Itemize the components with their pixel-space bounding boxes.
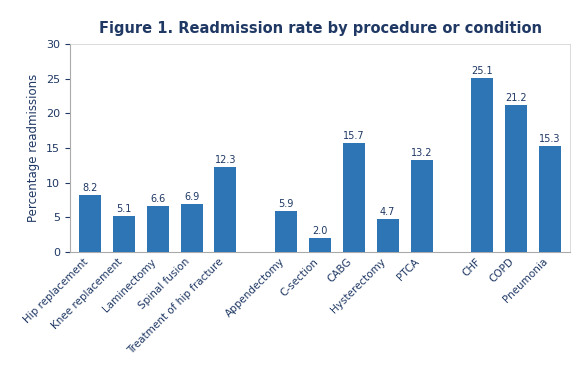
Bar (343, 143, 365, 252)
Bar (309, 238, 331, 252)
Text: 4.7: 4.7 (380, 207, 395, 217)
Bar (180, 204, 203, 252)
Text: 15.7: 15.7 (343, 131, 365, 141)
Bar (410, 161, 432, 252)
Text: 6.9: 6.9 (184, 192, 199, 202)
Text: 5.1: 5.1 (116, 204, 132, 214)
Text: 6.6: 6.6 (150, 194, 165, 204)
Bar (275, 211, 297, 252)
Bar (214, 166, 236, 252)
Text: 21.2: 21.2 (505, 93, 527, 103)
Bar (79, 195, 101, 252)
Text: 15.3: 15.3 (540, 134, 561, 144)
Bar (147, 206, 169, 252)
Bar (505, 105, 527, 252)
Bar (377, 219, 399, 252)
Text: 12.3: 12.3 (215, 155, 236, 165)
Bar (539, 146, 561, 252)
Text: 8.2: 8.2 (83, 183, 98, 193)
Y-axis label: Percentage readmissions: Percentage readmissions (27, 74, 40, 222)
Text: 5.9: 5.9 (279, 199, 294, 209)
Text: 2.0: 2.0 (313, 226, 328, 236)
Text: 13.2: 13.2 (411, 148, 432, 158)
Text: 25.1: 25.1 (471, 66, 493, 76)
Bar (113, 216, 135, 252)
Bar (471, 78, 494, 252)
Title: Figure 1. Readmission rate by procedure or condition: Figure 1. Readmission rate by procedure … (98, 21, 542, 36)
